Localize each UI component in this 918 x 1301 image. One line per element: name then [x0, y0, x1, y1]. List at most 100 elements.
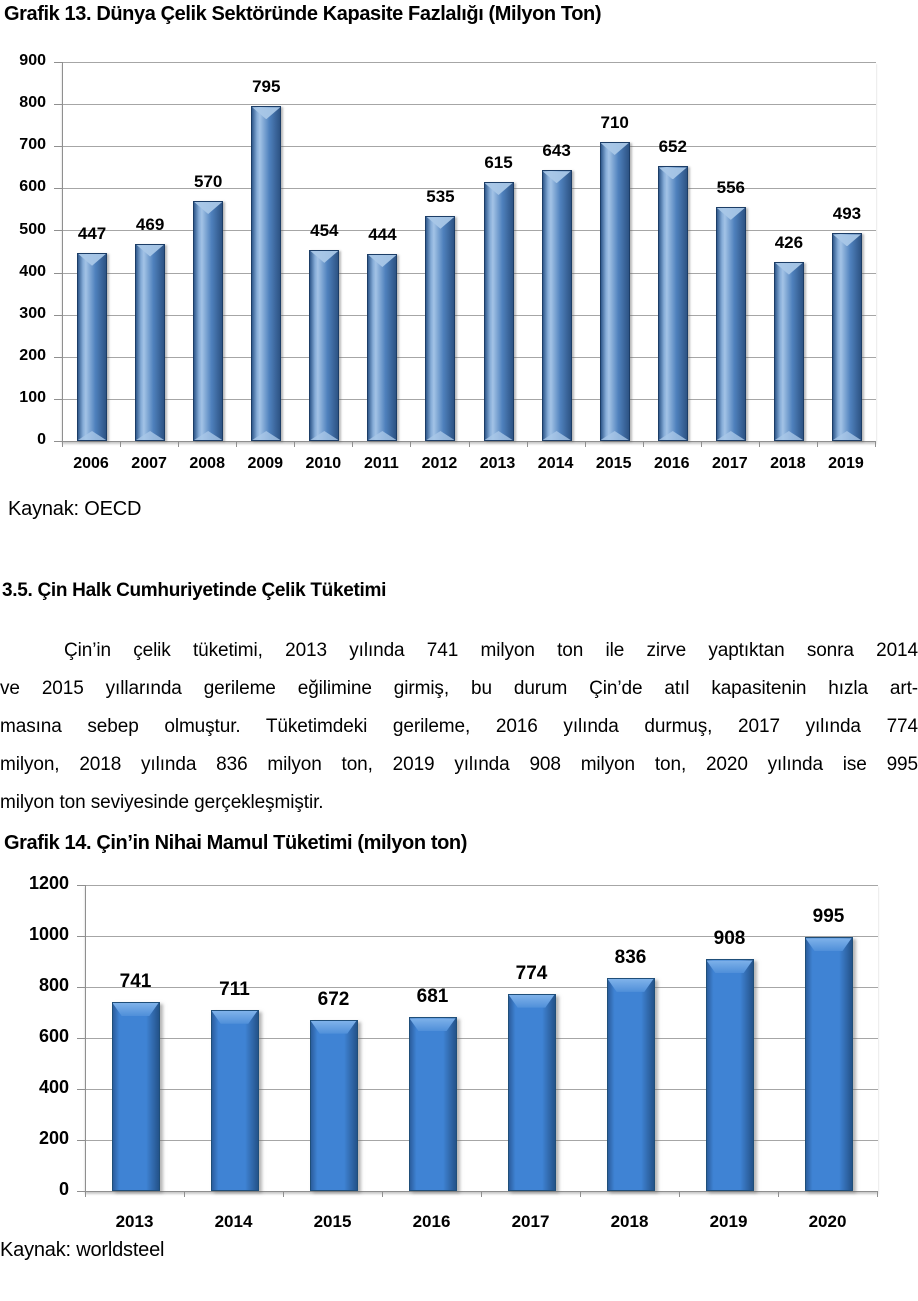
- bar-2019: [705, 959, 754, 1191]
- x-axis-label: 2016: [412, 1212, 451, 1231]
- grafik13-title: Grafik 13. Dünya Çelik Sektöründe Kapasi…: [4, 3, 602, 25]
- x-tick: [481, 1191, 482, 1197]
- bar-2006: [77, 252, 108, 441]
- bar-2019: [831, 233, 862, 441]
- y-axis-label: 200: [38, 1127, 69, 1148]
- bar-value-label: 556: [716, 177, 745, 197]
- y-axis-label: 300: [19, 304, 46, 322]
- x-tick: [584, 441, 586, 447]
- gridline: [63, 230, 876, 232]
- x-axis-label: 2007: [131, 455, 167, 472]
- bar-value-label: 795: [252, 77, 281, 97]
- x-tick: [382, 1191, 383, 1197]
- paragraph-line: ve 2015 yıllarında gerileme eğilimine gi…: [0, 678, 918, 699]
- x-axis-label: 2014: [537, 455, 574, 472]
- x-axis-label: 2017: [712, 455, 748, 472]
- bar-value-label: 426: [774, 232, 804, 252]
- bar-value-label: 615: [484, 153, 513, 173]
- x-tick: [778, 1191, 779, 1197]
- bar-2018: [606, 977, 655, 1191]
- grafik13-chart: 447 469 570 795 454 444 535 615 643 710 652 556 426 4…: [0, 50, 918, 480]
- y-axis-label: 400: [38, 1076, 69, 1097]
- gridline: [63, 398, 876, 400]
- x-tick: [875, 441, 876, 447]
- x-tick: [294, 441, 296, 447]
- gridline: [63, 104, 876, 106]
- y-axis-label: 500: [19, 220, 46, 238]
- section-heading: 3.5. Çin Halk Cumhuriyetinde Çelik Tüket…: [2, 580, 387, 601]
- paragraph-line: milyon ton seviyesinde gerçekleşmiştir.: [0, 792, 324, 813]
- x-axis-label: 2012: [421, 455, 458, 472]
- plot-area: 741 711 672 681 774 836 908 995: [85, 885, 878, 1192]
- bar-value-label: 444: [368, 225, 397, 245]
- bar-2014: [541, 170, 572, 441]
- bar-2016: [657, 166, 688, 441]
- x-tick: [410, 441, 412, 447]
- paragraph-line: Çin’in çelik tüketimi, 2013 yılında 741 …: [64, 640, 918, 661]
- x-axis-label: 2019: [709, 1212, 748, 1231]
- bar-value-label: 681: [416, 986, 449, 1008]
- bar-2020: [804, 937, 853, 1191]
- x-tick: [816, 441, 818, 447]
- bar-value-label: 995: [812, 906, 845, 928]
- x-tick: [468, 441, 470, 447]
- y-axis-label: 800: [38, 974, 69, 995]
- plot-area: 447 469 570 795 454 444 535 615 643 710 652 556 426 4…: [62, 62, 876, 442]
- x-tick: [120, 441, 122, 447]
- bar-2016: [408, 1017, 457, 1191]
- bar-value-label: 908: [713, 928, 746, 950]
- bar-2008: [193, 200, 224, 441]
- bar-value-label: 447: [77, 223, 107, 243]
- bar-value-label: 774: [515, 962, 548, 984]
- x-axis-label: 2018: [770, 455, 806, 472]
- gridline: [86, 885, 878, 886]
- gridline: [63, 356, 876, 358]
- x-tick: [679, 1191, 680, 1197]
- gridline: [63, 314, 876, 316]
- bar-value-label: 493: [832, 204, 862, 224]
- x-tick: [85, 1191, 86, 1197]
- paragraph-line: masına sebep olmuştur. Tüketimdeki geril…: [0, 716, 918, 737]
- gridline: [63, 272, 876, 274]
- bar-2018: [773, 261, 804, 441]
- gridline: [86, 1140, 878, 1141]
- grafik14-chart: 741 711 672 681 774 836 908 995 0 200 400 600 800 100…: [0, 872, 918, 1236]
- y-axis-label: 1000: [28, 923, 69, 944]
- y-tick: [54, 188, 62, 190]
- x-tick: [352, 441, 354, 447]
- bar-value-label: 652: [658, 137, 687, 157]
- y-tick: [54, 230, 62, 232]
- x-tick: [642, 441, 644, 447]
- x-axis-label: 2009: [247, 455, 284, 472]
- bar-value-label: 672: [317, 988, 350, 1010]
- body-paragraph: Çin’in çelik tüketimi, 2013 yılında 741 …: [0, 632, 918, 822]
- x-tick: [283, 1191, 284, 1197]
- bar-2012: [425, 215, 456, 441]
- x-axis-label: 2008: [189, 455, 225, 472]
- x-axis-label: 2015: [313, 1212, 352, 1231]
- y-tick: [54, 146, 62, 148]
- x-tick: [526, 441, 528, 447]
- x-tick: [236, 441, 238, 447]
- y-tick: [77, 885, 85, 886]
- x-axis-label: 2010: [305, 455, 342, 472]
- y-axis-label: 800: [19, 94, 46, 112]
- y-tick: [54, 272, 62, 274]
- y-axis-label: 0: [58, 1178, 69, 1199]
- y-axis-label: 400: [19, 262, 46, 280]
- y-tick: [77, 1140, 85, 1141]
- bar-2011: [367, 254, 398, 441]
- y-axis-label: 600: [19, 178, 46, 196]
- x-axis-label: 2017: [511, 1212, 550, 1231]
- y-tick: [54, 314, 62, 316]
- bar-2017: [715, 206, 746, 441]
- y-tick: [54, 441, 62, 442]
- y-axis-label: 1200: [28, 872, 69, 893]
- x-tick: [62, 441, 63, 447]
- bar-2007: [135, 243, 166, 441]
- y-tick: [54, 62, 62, 63]
- y-tick: [54, 356, 62, 358]
- y-tick: [77, 987, 85, 988]
- x-axis-label: 2014: [214, 1212, 253, 1231]
